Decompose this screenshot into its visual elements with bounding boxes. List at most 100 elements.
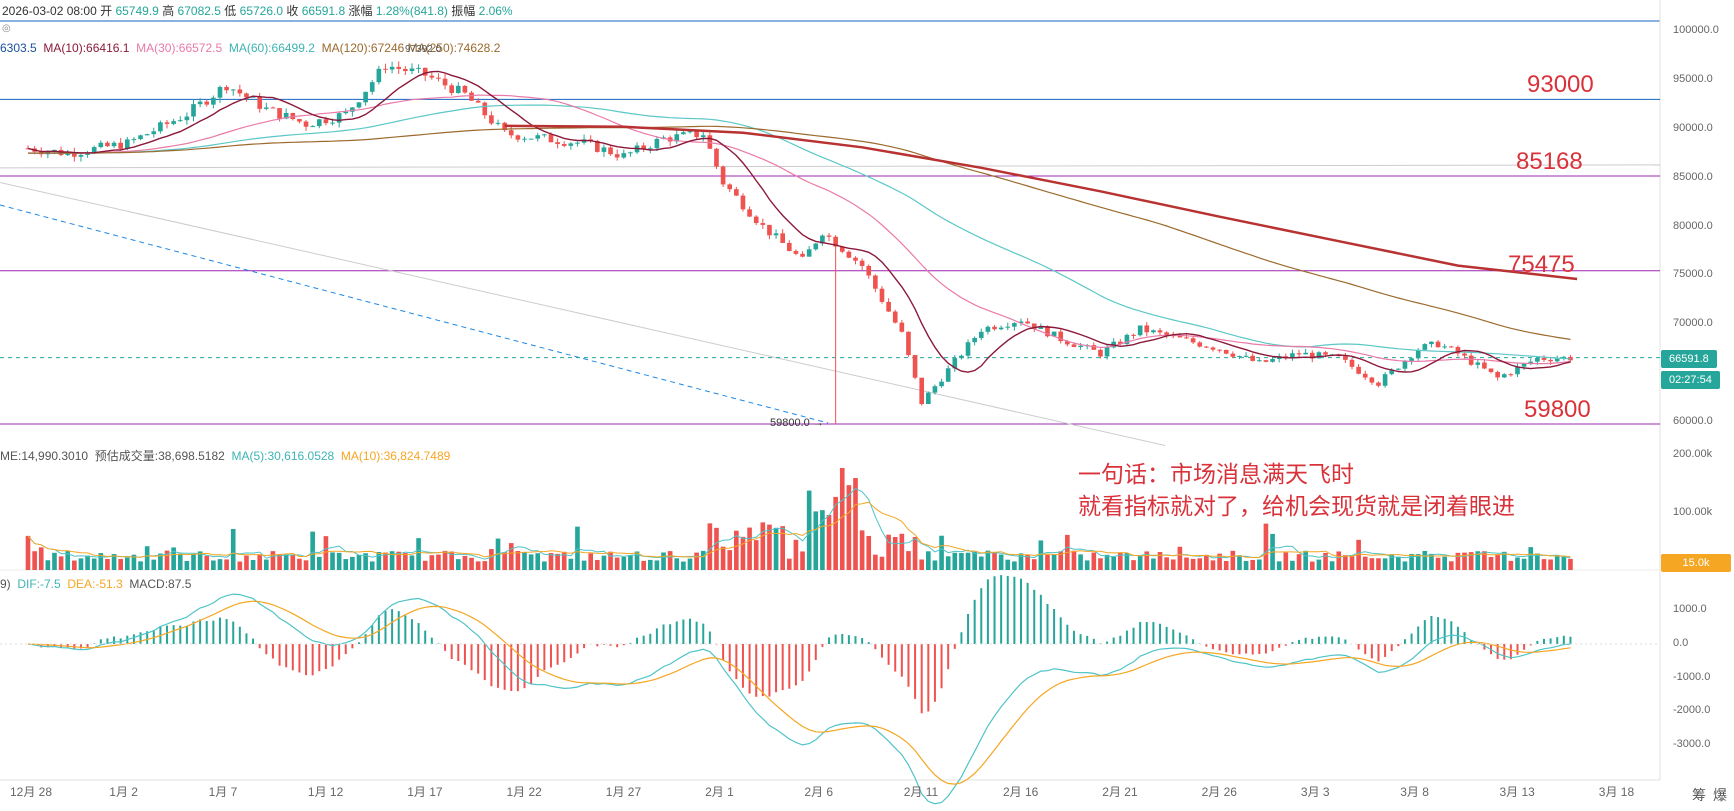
candle-body bbox=[906, 331, 911, 356]
candle-body bbox=[1250, 355, 1256, 361]
price-axis-label: 100000.0 bbox=[1673, 24, 1719, 36]
candle-body bbox=[879, 288, 885, 302]
candle-body bbox=[1157, 330, 1163, 333]
candle-body bbox=[926, 392, 931, 405]
candle-body bbox=[780, 233, 785, 243]
volume-bar bbox=[1111, 556, 1116, 570]
current-price-tag: 66591.8 bbox=[1661, 350, 1717, 368]
macd-axis-label: 1000.0 bbox=[1673, 603, 1707, 616]
candle-body bbox=[740, 195, 746, 210]
volume-bar bbox=[25, 535, 31, 570]
liquidation-icon[interactable]: 爆 bbox=[1713, 787, 1727, 803]
candle-body bbox=[1137, 325, 1143, 336]
candle-body bbox=[1323, 352, 1328, 355]
candle-body bbox=[78, 154, 84, 157]
volume-bar bbox=[403, 553, 408, 570]
volume-bar bbox=[38, 547, 44, 570]
volume-bar bbox=[634, 551, 640, 570]
candle-body bbox=[469, 92, 474, 101]
volume-bar bbox=[429, 555, 435, 570]
ma10-line bbox=[27, 70, 1571, 373]
volume-bar bbox=[191, 554, 196, 570]
volume-bar bbox=[442, 550, 448, 570]
candle-body bbox=[436, 77, 441, 79]
candle-body bbox=[1290, 353, 1295, 358]
volume-bar bbox=[237, 561, 243, 570]
volume-bar bbox=[641, 560, 646, 570]
volume-bar bbox=[1535, 553, 1540, 570]
volume-bar bbox=[217, 559, 223, 570]
volume-legend: ME:14,990.3010 预估成交量:38,698.5182 MA(5):3… bbox=[0, 450, 450, 462]
candle-body bbox=[105, 142, 110, 147]
volume-bar bbox=[714, 527, 719, 570]
volume-bar bbox=[1356, 539, 1361, 570]
price-axis-label: 80000.0 bbox=[1673, 219, 1713, 232]
volume-bar bbox=[409, 555, 415, 570]
volume-bar bbox=[1124, 553, 1130, 570]
volume-bar bbox=[886, 534, 891, 570]
volume-bar bbox=[866, 535, 872, 570]
volume-bar bbox=[793, 539, 799, 570]
peak-label: 97392.0 bbox=[405, 44, 442, 55]
volume-bar bbox=[614, 557, 620, 570]
volume-bar bbox=[290, 554, 296, 570]
candle-body bbox=[561, 144, 567, 146]
candle-body bbox=[244, 93, 249, 98]
volume-bar bbox=[1389, 554, 1395, 570]
volume-bar bbox=[1217, 553, 1222, 570]
volume-bar bbox=[449, 551, 454, 570]
chip-icon[interactable]: 筹 bbox=[1692, 787, 1706, 803]
volume-bar bbox=[561, 551, 567, 570]
level-93000-label: 93000 bbox=[1527, 71, 1594, 98]
candle-body bbox=[899, 322, 905, 332]
volume-bar bbox=[1177, 546, 1183, 570]
candle-body bbox=[1243, 355, 1249, 357]
time-axis-label: 3月 13 bbox=[1499, 785, 1535, 799]
price-axis-label: 90000.0 bbox=[1673, 121, 1713, 134]
candle-body bbox=[515, 135, 521, 140]
candle-body bbox=[1283, 356, 1289, 358]
candle-body bbox=[859, 260, 865, 266]
volume-bar bbox=[270, 551, 276, 570]
volume-bar bbox=[1104, 554, 1110, 570]
time-axis-label: 2月 26 bbox=[1201, 785, 1237, 799]
candle-body bbox=[753, 216, 759, 224]
volume-bar bbox=[32, 551, 37, 570]
price-axis-label: 75000.0 bbox=[1673, 268, 1713, 281]
volume-bar bbox=[389, 551, 395, 570]
volume-bar bbox=[1528, 547, 1534, 570]
candle-body bbox=[1190, 338, 1196, 343]
candle-body bbox=[131, 139, 137, 141]
candle-body bbox=[383, 68, 388, 70]
volume-bar bbox=[204, 555, 210, 570]
header-datetime: 2026-03-02 08:00 bbox=[2, 4, 97, 18]
volume-bar bbox=[985, 550, 991, 570]
time-axis-label: 2月 1 bbox=[705, 785, 734, 799]
volume-bar bbox=[72, 560, 77, 570]
amp-value: 2.06% bbox=[478, 4, 513, 18]
time-axis-label: 1月 7 bbox=[208, 785, 238, 799]
volume-bar bbox=[581, 560, 587, 570]
candle-body bbox=[224, 87, 229, 91]
ma30-value: MA(30):66572.5 bbox=[136, 41, 223, 55]
volume-bar bbox=[1091, 552, 1097, 570]
volume-bar bbox=[1501, 551, 1507, 570]
volume-bar bbox=[111, 554, 117, 570]
candle-body bbox=[356, 102, 362, 108]
volume-bar bbox=[747, 527, 752, 570]
volume-bar bbox=[667, 551, 673, 570]
candle-body bbox=[508, 130, 514, 136]
candle-body bbox=[1270, 359, 1275, 362]
candle-body bbox=[1429, 341, 1434, 345]
high-value: 67082.5 bbox=[177, 4, 221, 18]
volume-bar bbox=[416, 538, 421, 570]
volume-bar bbox=[1164, 557, 1169, 570]
low-marker: 59800.0 → bbox=[770, 417, 824, 429]
volume-bar bbox=[1078, 554, 1083, 570]
volume-bar bbox=[1230, 550, 1236, 570]
ma60-line bbox=[28, 104, 1571, 360]
volume-bar bbox=[932, 560, 938, 570]
candle-body bbox=[714, 148, 719, 167]
eye-icon[interactable]: ◎ bbox=[2, 23, 11, 34]
